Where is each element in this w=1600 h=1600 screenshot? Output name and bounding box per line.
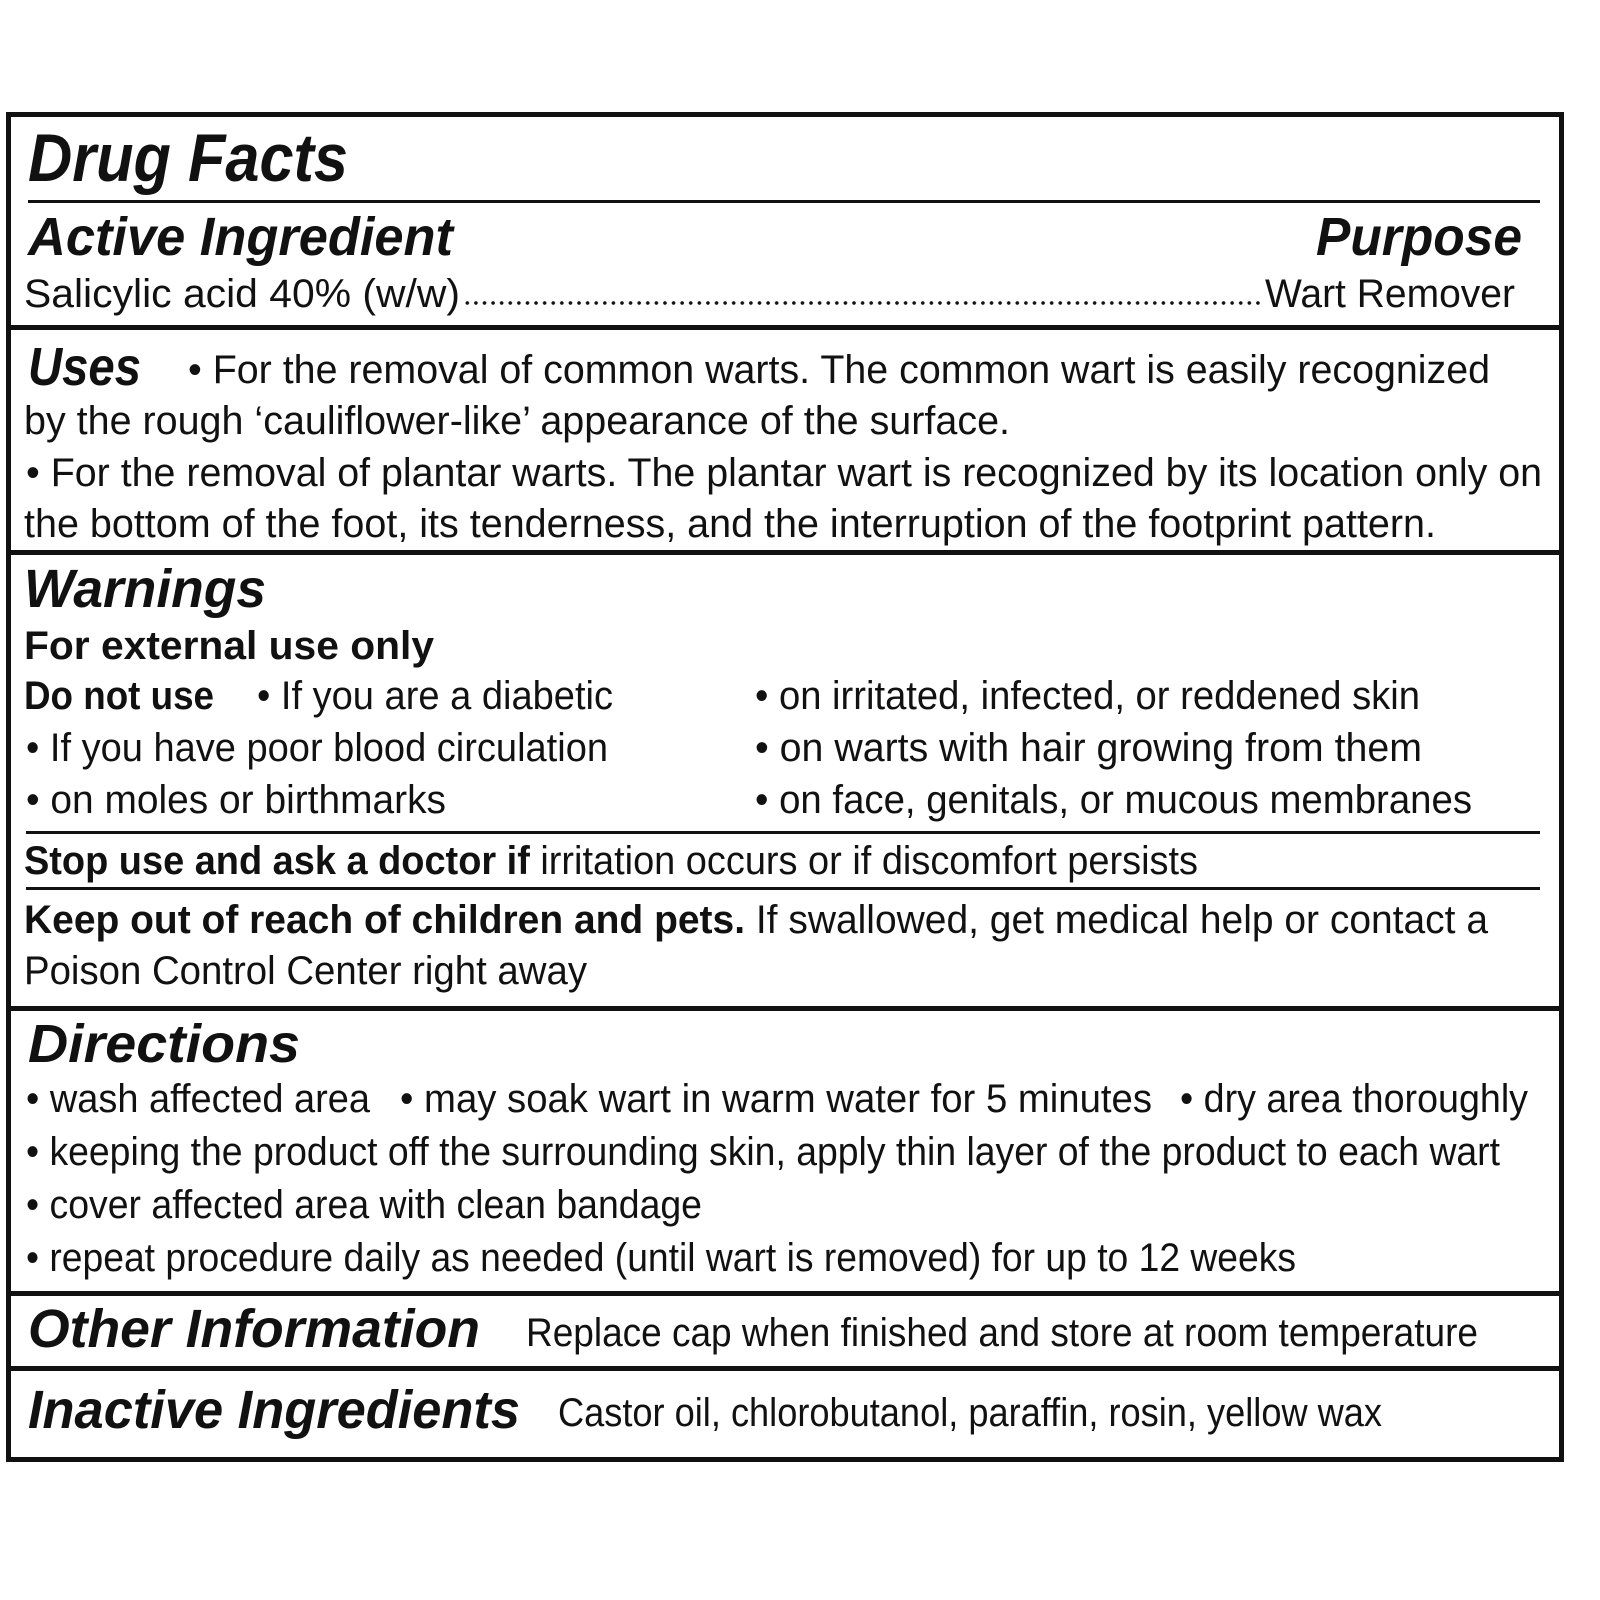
do-not-use-label: Do not use bbox=[24, 674, 214, 718]
page-title: Drug Facts bbox=[28, 120, 348, 196]
direction-item: • wash affected area bbox=[26, 1077, 370, 1121]
section-divider bbox=[6, 550, 1564, 555]
do-not-use-item: • on face, genitals, or mucous membranes bbox=[755, 778, 1472, 822]
uses-line: the bottom of the foot, its tenderness, … bbox=[24, 502, 1436, 546]
dot-leader bbox=[463, 300, 1263, 306]
other-information-text: Replace cap when finished and store at r… bbox=[526, 1311, 1478, 1355]
warnings-heading: Warnings bbox=[24, 559, 266, 619]
direction-item: • cover affected area with clean bandage bbox=[26, 1183, 702, 1227]
section-divider bbox=[6, 1291, 1564, 1296]
other-information-heading: Other Information bbox=[28, 1299, 480, 1359]
purpose-heading: Purpose bbox=[1316, 207, 1522, 267]
active-ingredient: Salicylic acid 40% (w/w) bbox=[24, 272, 460, 316]
direction-item: • may soak wart in warm water for 5 minu… bbox=[400, 1077, 1152, 1121]
direction-item: • keeping the product off the surroundin… bbox=[26, 1130, 1500, 1174]
inactive-ingredients-heading: Inactive Ingredients bbox=[28, 1380, 520, 1440]
divider bbox=[26, 887, 1540, 890]
stop-use-text: irritation occurs or if discomfort persi… bbox=[529, 839, 1198, 883]
keep-out-warning: Keep out of reach of children and pets. … bbox=[24, 900, 1488, 940]
purpose-value: Wart Remover bbox=[1265, 272, 1515, 316]
direction-item: • repeat procedure daily as needed (unti… bbox=[26, 1236, 1296, 1280]
keep-out-text-2: Poison Control Center right away bbox=[24, 949, 587, 993]
divider bbox=[26, 831, 1540, 834]
divider bbox=[28, 200, 1540, 203]
drug-facts-panel bbox=[6, 112, 1564, 1462]
do-not-use-item: • on irritated, infected, or reddened sk… bbox=[755, 674, 1420, 718]
section-divider bbox=[6, 1366, 1564, 1371]
do-not-use-item: • If you are a diabetic bbox=[257, 674, 613, 718]
keep-out-text: If swallowed, get medical help or contac… bbox=[745, 898, 1488, 942]
uses-line: • For the removal of plantar warts. The … bbox=[26, 451, 1542, 495]
do-not-use-item: • If you have poor blood circulation bbox=[26, 726, 608, 770]
direction-item: • dry area thoroughly bbox=[1180, 1077, 1528, 1121]
uses-line: by the rough ‘cauliflower-like’ appearan… bbox=[24, 399, 1010, 443]
section-divider bbox=[6, 1006, 1564, 1011]
external-use-warning: For external use only bbox=[24, 624, 434, 668]
stop-use-label: Stop use and ask a doctor if bbox=[24, 839, 530, 883]
do-not-use-item: • on warts with hair growing from them bbox=[755, 726, 1422, 770]
stop-use-warning: Stop use and ask a doctor if irritation … bbox=[24, 841, 1198, 881]
do-not-use-item: • on moles or birthmarks bbox=[26, 778, 446, 822]
keep-out-label: Keep out of reach of children and pets. bbox=[24, 898, 746, 942]
section-divider bbox=[6, 325, 1564, 330]
directions-heading: Directions bbox=[28, 1014, 300, 1074]
uses-heading: Uses bbox=[28, 337, 141, 397]
uses-line: • For the removal of common warts. The c… bbox=[188, 348, 1490, 392]
inactive-ingredients-text: Castor oil, chlorobutanol, paraffin, ros… bbox=[558, 1391, 1382, 1435]
active-ingredient-heading: Active Ingredient bbox=[28, 207, 453, 267]
